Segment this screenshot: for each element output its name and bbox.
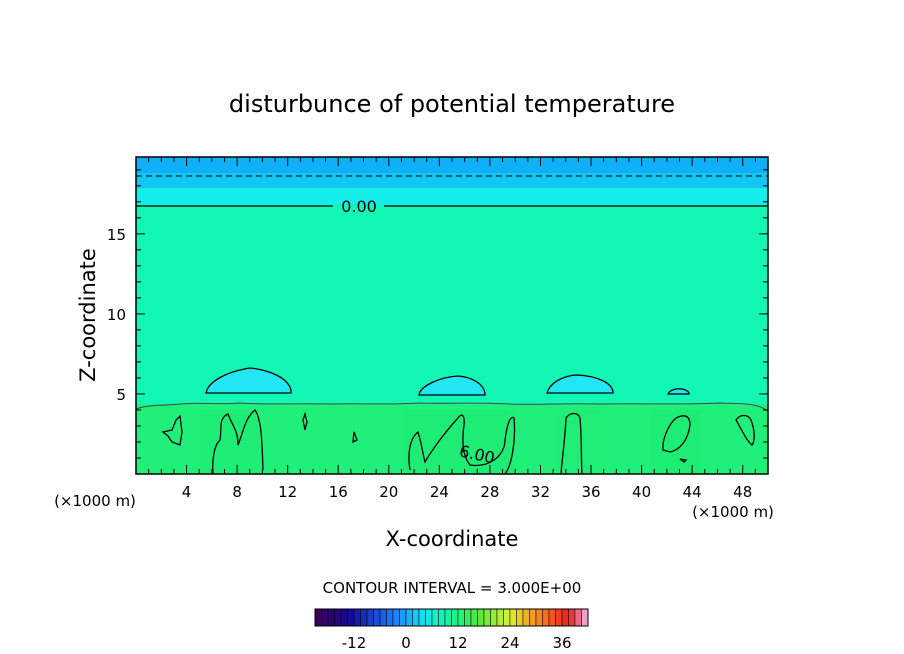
colorbar-cell <box>360 608 368 627</box>
colorbar-cell <box>418 608 426 627</box>
x-tick-label: 24 <box>430 483 449 501</box>
colorbar-cell <box>334 608 342 627</box>
colorbar-cell <box>425 608 433 627</box>
colorbar-tick-label: 24 <box>500 634 519 652</box>
x-tick-label: 44 <box>683 483 702 501</box>
chart-title: disturbunce of potential temperature <box>229 90 675 118</box>
x-tick-label: 48 <box>733 483 752 501</box>
colorbar-cell <box>321 608 329 627</box>
colorbar-cell <box>314 608 322 627</box>
y-axis-ticks: 5 10 15 <box>107 169 768 459</box>
colorbar-cell <box>529 608 537 627</box>
band-top <box>136 157 768 173</box>
colorbar-tick-label: 36 <box>552 634 571 652</box>
colorbar-cell <box>574 608 582 627</box>
blob-3 <box>546 374 614 394</box>
colorbar-cell <box>542 608 550 627</box>
colorbar-cell <box>477 608 485 627</box>
y-tick-label: 15 <box>107 226 126 244</box>
colorbar-cell <box>327 608 335 627</box>
colorbar-cell <box>496 608 504 627</box>
colorbar-cell <box>353 608 361 627</box>
colorbar-cell <box>373 608 381 627</box>
colorbar-ticks: -12 0 12 24 36 <box>342 634 572 652</box>
x-tick-label: 16 <box>329 483 348 501</box>
band-upper-2 <box>136 173 768 188</box>
colorbar-tick-label: 0 <box>401 634 411 652</box>
colorbar-cell <box>522 608 530 627</box>
band-upper-1 <box>136 188 768 205</box>
x-axis-title: X-coordinate <box>386 527 519 551</box>
plot-area: 0.00 6.00 <box>135 156 769 475</box>
colorbar-cell <box>457 608 465 627</box>
x-tick-label: 20 <box>379 483 398 501</box>
colorbar-cell <box>555 608 563 627</box>
colorbar-cell <box>405 608 413 627</box>
colorbar-cell <box>392 608 400 627</box>
colorbar-cell <box>581 608 589 627</box>
colorbar-tick-label: -12 <box>342 634 367 652</box>
x-axis-ticks: 4 8 12 16 20 24 28 32 36 40 44 48 <box>148 157 756 501</box>
y-axis-title: Z-coordinate <box>76 248 100 382</box>
colorbar-cell <box>548 608 556 627</box>
x-tick-label: 8 <box>232 483 242 501</box>
x-tick-label: 36 <box>581 483 600 501</box>
colorbar-cell <box>412 608 420 627</box>
colorbar-cell <box>451 608 459 627</box>
colorbar-cell <box>568 608 576 627</box>
x-tick-label: 4 <box>182 483 192 501</box>
colorbar-cell <box>379 608 387 627</box>
colorbar-cell <box>366 608 374 627</box>
colorbar-cell <box>516 608 524 627</box>
colorbar-cell <box>464 608 472 627</box>
x-tick-label: 40 <box>632 483 651 501</box>
y-tick-label: 5 <box>116 386 126 404</box>
boundary-contour <box>135 402 769 412</box>
colorbar-cell <box>431 608 439 627</box>
colorbar-cell <box>509 608 517 627</box>
colorbar-cell <box>490 608 498 627</box>
x-tick-label: 28 <box>480 483 499 501</box>
x-tick-label: 32 <box>531 483 550 501</box>
blob-4 <box>666 388 690 395</box>
colorbar-cell <box>483 608 491 627</box>
contour-label-zero: 0.00 <box>341 197 377 216</box>
colorbar-cell <box>503 608 511 627</box>
colorbar-frame <box>314 608 589 627</box>
colorbar <box>314 608 589 627</box>
x-unit-left: (×1000 m) <box>54 492 136 510</box>
colorbar-tick-label: 12 <box>448 634 467 652</box>
warm-contours <box>161 409 755 475</box>
blob-2 <box>418 375 486 396</box>
colorbar-cell <box>399 608 407 627</box>
colorbar-cell <box>470 608 478 627</box>
blob-1 <box>205 367 292 394</box>
colorbar-cell <box>535 608 543 627</box>
colorbar-cell <box>561 608 569 627</box>
colorbar-cell <box>444 608 452 627</box>
x-unit-right: (×1000 m) <box>692 503 774 521</box>
colorbar-cell <box>340 608 348 627</box>
lower-shading <box>200 410 700 474</box>
colorbar-cell <box>347 608 355 627</box>
band-lower <box>136 404 768 474</box>
y-tick-label: 10 <box>107 306 126 324</box>
colorbar-cell <box>386 608 394 627</box>
contour-interval: CONTOUR INTERVAL = 3.000E+00 <box>323 579 582 597</box>
colorbar-cell <box>438 608 446 627</box>
x-tick-label: 12 <box>278 483 297 501</box>
